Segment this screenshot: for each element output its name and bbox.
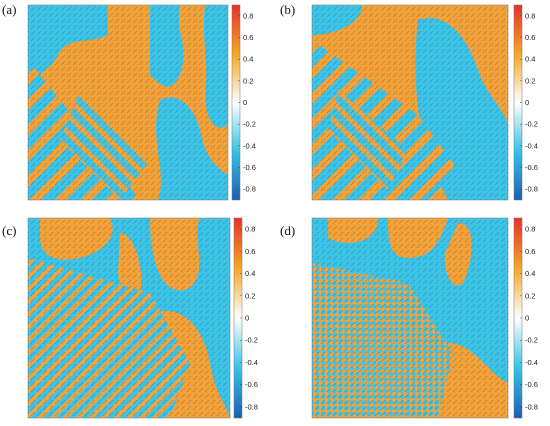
panel-d-figure: 0.8 0.6 0.4 0.2 0 -0.2 -0.4 -0.6 -0.8 [311,217,538,419]
panel-label-a: (a) [2,2,17,17]
colorbar-tick-label: -0.8 [243,185,256,194]
colorbar-tick-label: -0.4 [525,358,538,367]
colorbar-tick-label: -0.8 [245,402,258,411]
colorbar-tick-label: 0.8 [525,11,535,20]
phase-field-b [311,4,509,201]
panel-b: (b) 0.8 0.6 0.4 0.2 0 -0.2 -0.4 -0.6 -0.8 [278,0,548,210]
colorbar-b: 0.8 0.6 0.4 0.2 0 -0.2 -0.4 -0.6 -0.8 [513,4,538,201]
panel-a-figure: 0.8 0.6 0.4 0.2 0 -0.2 -0.4 -0.6 -0.8 [27,4,256,201]
panel-d: (d) 0.8 0.6 0.4 0.2 0 -0.2 -0.4 -0.6 -0.8 [278,213,548,426]
colorbar-tick-label: 0.2 [525,291,535,300]
colorbar-tick-label: 0 [525,314,529,323]
panel-b-figure: 0.8 0.6 0.4 0.2 0 -0.2 -0.4 -0.6 -0.8 [311,4,538,201]
colorbar-tick-label: -0.8 [525,402,538,411]
colorbar-tick-label: -0.6 [525,380,538,389]
panel-c: (c) 0.8 0.6 0.4 0.2 0 -0.2 -0.4 -0.6 -0.8 [0,213,270,426]
colorbar-tick-label: 0.6 [525,33,535,42]
colorbar-tick-label: -0.6 [243,163,256,172]
colorbar-tick-label: 0.6 [245,247,255,256]
colorbar-a: 0.8 0.6 0.4 0.2 0 -0.2 -0.4 -0.6 -0.8 [231,4,256,201]
colorbar-tick-label: 0.4 [525,55,535,64]
colorbar-tick-label: 0.6 [525,247,535,256]
colorbar-tick-label: -0.8 [525,185,538,194]
colorbar-tick-label: 0.8 [243,11,253,20]
colorbar-tick-label: 0.8 [245,225,255,234]
colorbar-tick-label: 0.6 [243,33,253,42]
colorbar-tick-label: -0.2 [525,336,538,345]
colorbar-tick-label: 0.4 [245,269,255,278]
colorbar-tick-label: -0.4 [525,141,538,150]
phase-field-d [311,217,509,419]
colorbar-tick-label: -0.4 [245,358,258,367]
panel-c-figure: 0.8 0.6 0.4 0.2 0 -0.2 -0.4 -0.6 -0.8 [27,217,258,419]
colorbar-tick-label: 0.2 [245,291,255,300]
colorbar-tick-label: 0.4 [243,55,253,64]
colorbar-tick-label: 0.8 [525,225,535,234]
colorbar-tick-label: 0.4 [525,269,535,278]
colorbar-c: 0.8 0.6 0.4 0.2 0 -0.2 -0.4 -0.6 -0.8 [233,217,258,419]
colorbar-tick-label: -0.2 [243,120,256,129]
colorbar-tick-label: 0.2 [525,76,535,85]
colorbar-d: 0.8 0.6 0.4 0.2 0 -0.2 -0.4 -0.6 -0.8 [513,217,538,419]
colorbar-tick-label: 0 [525,98,529,107]
colorbar-tick-label: -0.4 [243,141,256,150]
colorbar-tick-label: 0 [243,98,247,107]
colorbar-tick-label: -0.2 [525,120,538,129]
panel-a: (a) [0,0,270,210]
colorbar-tick-label: -0.2 [245,336,258,345]
colorbar-tick-label: -0.6 [245,380,258,389]
colorbar-tick-label: -0.6 [525,163,538,172]
panel-label-c: (c) [2,223,17,238]
colorbar-tick-label: 0.2 [243,76,253,85]
phase-field-a [27,4,229,201]
colorbar-tick-label: 0 [245,314,249,323]
phase-field-c [27,217,231,419]
panel-label-d: (d) [280,223,296,238]
panel-label-b: (b) [280,2,296,17]
